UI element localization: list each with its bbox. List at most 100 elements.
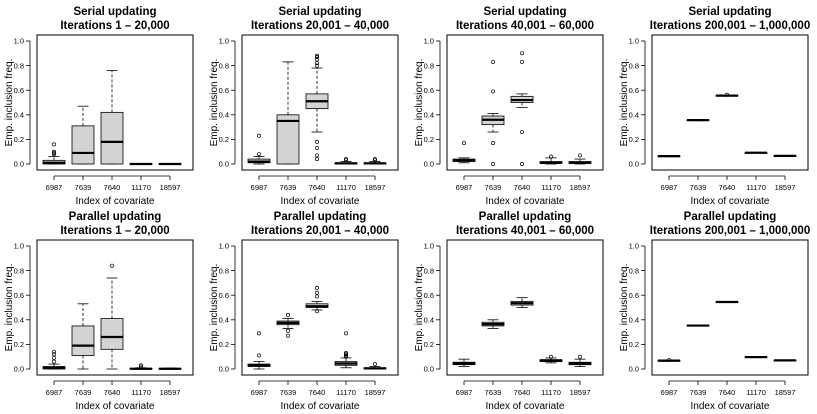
boxplot-7639 — [71, 303, 95, 370]
outlier-point — [315, 53, 319, 58]
outlier-point — [315, 146, 319, 150]
panel-subtitle: Iterations 200,001 – 1,000,000 — [650, 225, 810, 237]
y-tick-label: 0.6 — [219, 291, 229, 300]
boxplot-6987 — [247, 133, 271, 165]
panel-subtitle: Iterations 1 – 20,000 — [60, 225, 169, 237]
boxplot-6987 — [657, 155, 681, 158]
boxplot-18597 — [773, 154, 797, 157]
x-tick-label: 11170 — [131, 388, 151, 397]
y-tick-label: 0.6 — [629, 86, 639, 95]
x-axis-label: Index of covariate — [281, 401, 360, 409]
y-tick-label: 0.0 — [629, 365, 639, 374]
outlier-point — [110, 263, 114, 268]
plot-frame — [651, 34, 809, 171]
panel-title: Parallel updating — [69, 211, 162, 223]
outlier-point — [315, 309, 319, 314]
y-tick-label: 1.0 — [14, 242, 24, 251]
outlier-point — [286, 312, 290, 317]
x-tick-label: 18597 — [160, 388, 181, 397]
outlier-point — [315, 63, 319, 68]
x-tick-label: 7639 — [280, 183, 297, 192]
iqr-box — [71, 125, 95, 165]
y-tick-label: 0.0 — [219, 365, 229, 374]
x-tick-label: 6987 — [456, 183, 473, 192]
panel-subtitle: Iterations 40,001 – 60,000 — [456, 20, 594, 32]
x-tick-label: 11170 — [541, 183, 561, 192]
x-tick-label: 6987 — [251, 388, 268, 397]
boxplot-6987 — [452, 358, 476, 367]
outlier-point — [139, 364, 143, 369]
y-tick-label: 0.4 — [14, 111, 24, 120]
panel-title: Serial updating — [483, 6, 566, 18]
outlier-point — [52, 359, 56, 364]
y-axis-label: Emp. inclusion freq. — [209, 264, 220, 352]
x-tick-label: 18597 — [570, 183, 591, 192]
y-tick-label: 0.0 — [424, 365, 434, 374]
boxplot-7639 — [276, 61, 300, 165]
outlier-point — [344, 158, 348, 163]
outlier-point — [520, 130, 524, 134]
boxplot-11170 — [334, 331, 358, 369]
outlier-point — [315, 285, 319, 290]
boxplot-11170 — [539, 154, 563, 165]
x-tick-label: 7639 — [485, 388, 502, 397]
outlier-point — [373, 362, 377, 367]
y-tick-label: 0.2 — [424, 135, 434, 144]
y-tick-label: 0.6 — [219, 86, 229, 95]
panel-subtitle: Iterations 20,001 – 40,000 — [251, 225, 389, 237]
y-tick-label: 0.8 — [14, 61, 24, 70]
x-tick-label: 7639 — [690, 388, 707, 397]
outlier-point — [491, 141, 495, 146]
y-tick-label: 0.0 — [14, 365, 24, 374]
boxplot-11170 — [334, 157, 358, 165]
y-tick-label: 0.2 — [424, 340, 434, 349]
boxplot-6987 — [452, 141, 476, 164]
y-tick-label: 0.8 — [629, 266, 639, 275]
boxplot-18597 — [773, 359, 797, 362]
y-tick-label: 0.2 — [14, 340, 24, 349]
x-tick-label: 7639 — [280, 388, 297, 397]
outlier-point — [315, 290, 319, 295]
boxplot-11170 — [129, 363, 153, 370]
x-tick-label: 6987 — [46, 183, 63, 192]
outlier-point — [52, 349, 56, 354]
boxplot-7640 — [510, 51, 534, 166]
x-axis-label: Index of covariate — [281, 196, 360, 207]
outlier-point — [462, 141, 466, 146]
boxplot-7640 — [510, 297, 534, 308]
x-tick-label: 11170 — [336, 183, 356, 192]
boxplot-7640 — [305, 53, 329, 162]
outlier-point — [286, 328, 290, 333]
outlier-point — [344, 354, 348, 359]
boxplot-18597 — [363, 157, 387, 165]
outlier-point — [520, 51, 524, 56]
panel-subtitle: Iterations 40,001 – 60,000 — [456, 225, 594, 237]
plot-frame — [241, 239, 399, 376]
boxplot-7639 — [686, 118, 710, 122]
outlier-point — [578, 153, 582, 158]
y-tick-label: 1.0 — [424, 37, 434, 46]
y-tick-label: 1.0 — [219, 242, 229, 251]
x-tick-label: 7639 — [75, 183, 92, 192]
outlier-point — [315, 139, 319, 144]
outlier-point — [520, 162, 524, 166]
x-axis-label: Index of covariate — [486, 401, 565, 409]
y-tick-label: 0.8 — [424, 266, 434, 275]
plot-frame — [651, 239, 809, 376]
outlier-point — [52, 355, 56, 360]
y-tick-label: 1.0 — [219, 37, 229, 46]
x-tick-label: 6987 — [251, 183, 268, 192]
boxplot-18597 — [363, 362, 387, 370]
outlier-point — [578, 354, 582, 359]
outlier-point — [315, 294, 319, 299]
iqr-box — [100, 111, 124, 165]
y-tick-label: 0.8 — [219, 266, 229, 275]
x-tick-label: 7640 — [719, 388, 736, 397]
y-axis-label: Emp. inclusion freq. — [209, 59, 220, 147]
y-tick-label: 0.2 — [629, 135, 639, 144]
boxplot-11170 — [539, 354, 563, 364]
outlier-point — [139, 363, 143, 368]
x-tick-label: 7640 — [719, 183, 736, 192]
iqr-box — [276, 114, 300, 165]
x-tick-label: 11170 — [131, 183, 151, 192]
